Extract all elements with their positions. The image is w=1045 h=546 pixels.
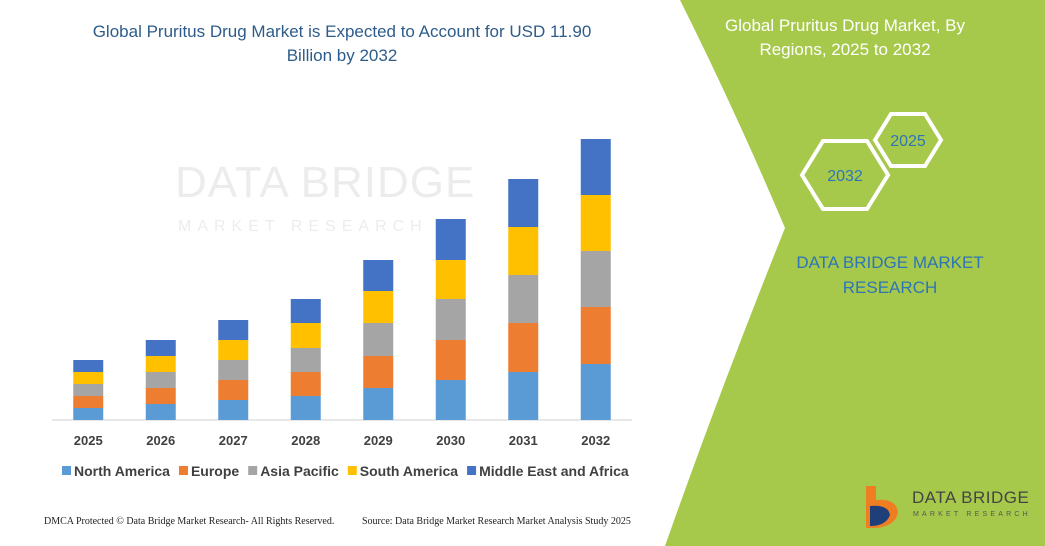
x-tick-label: 2027 [219, 433, 248, 448]
watermark: DATA BRIDGE [175, 158, 476, 207]
bar-segment [580, 251, 611, 307]
bar-segment [435, 260, 466, 299]
green-panel [665, 0, 1045, 546]
bar-segment [363, 356, 394, 388]
bar-segment [73, 384, 104, 396]
watermark: MARKET RESEARCH [178, 218, 428, 235]
bar-segment [580, 195, 611, 251]
logo-icon [870, 505, 890, 526]
bar-segment [580, 307, 611, 364]
bar-segment [508, 323, 539, 372]
logo-text: DATA BRIDGE [912, 488, 1030, 507]
logo-text: MARKET RESEARCH [913, 511, 1031, 518]
bar-segment [435, 219, 466, 260]
bar-segment [363, 291, 394, 323]
bar-segment [435, 380, 466, 420]
bar-segment [363, 260, 394, 291]
legend-label: North America [74, 463, 170, 479]
bar-segment [145, 388, 176, 404]
bar-segment [145, 372, 176, 388]
legend-label: Europe [191, 463, 239, 479]
bar-segment [218, 340, 249, 360]
bar-segment [73, 408, 104, 420]
bar-segment [218, 400, 249, 420]
panel-title: Global Pruritus Drug Market, By Regions,… [725, 16, 965, 59]
bar-segment [508, 275, 539, 323]
legend-label: South America [360, 463, 458, 479]
bar-segment [580, 364, 611, 420]
bar-segment [145, 356, 176, 372]
panel-brand: DATA BRIDGE MARKET RESEARCH [796, 253, 984, 297]
legend-swatch [62, 466, 71, 475]
bar-segment [290, 299, 321, 323]
bar-segment [290, 372, 321, 396]
bar-segment [290, 396, 321, 420]
bar-segment [508, 179, 539, 227]
bar-segment [218, 360, 249, 380]
bar-segment [290, 323, 321, 348]
bar-segment [508, 227, 539, 275]
chart-title: Global Pruritus Drug Market is Expected … [92, 22, 592, 65]
x-tick-label: 2026 [146, 433, 175, 448]
bar-segment [73, 396, 104, 408]
bar-segment [363, 388, 394, 420]
x-tick-label: 2029 [364, 433, 393, 448]
bar-segment [580, 139, 611, 195]
legend-label: Middle East and Africa [479, 463, 629, 479]
bar-segment [145, 340, 176, 356]
bar-segment [218, 380, 249, 400]
bar-segment [435, 340, 466, 380]
legend-label: Asia Pacific [260, 463, 339, 479]
bar-segment [73, 372, 104, 384]
footer-left: DMCA Protected © Data Bridge Market Rese… [44, 516, 335, 527]
x-tick-label: 2028 [291, 433, 320, 448]
hexagon [799, 139, 891, 211]
legend-swatch [467, 466, 477, 475]
hexagon-label: 2032 [827, 168, 863, 185]
bar-segment [508, 372, 539, 420]
bar-segment [435, 299, 466, 340]
bar-segment [145, 404, 176, 420]
legend-swatch [248, 466, 258, 475]
x-tick-label: 2030 [436, 433, 465, 448]
x-tick-label: 2025 [74, 433, 103, 448]
x-tick-label: 2032 [581, 433, 610, 448]
hexagon [872, 112, 944, 168]
x-tick-label: 2031 [509, 433, 538, 448]
hexagon-label: 2025 [890, 133, 926, 150]
bar-segment [363, 323, 394, 356]
bar-segment [218, 320, 249, 340]
footer-right: Source: Data Bridge Market Research Mark… [362, 516, 631, 527]
legend-swatch [178, 466, 188, 475]
bar-segment [73, 360, 104, 372]
bar-segment [290, 348, 321, 372]
legend-swatch [347, 466, 357, 475]
